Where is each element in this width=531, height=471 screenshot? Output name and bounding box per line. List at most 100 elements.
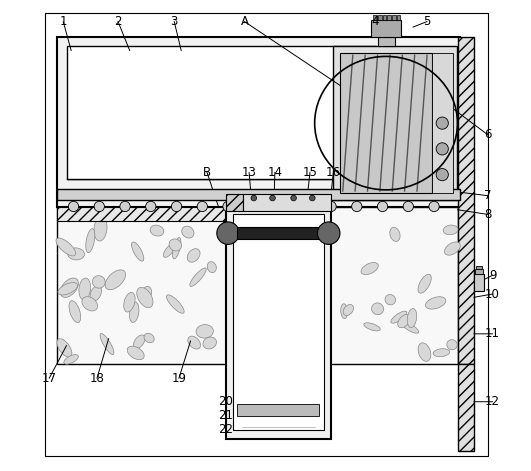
Text: 13: 13 [242, 166, 256, 179]
Circle shape [197, 201, 208, 211]
Text: 12: 12 [485, 395, 500, 408]
Bar [474, 274, 484, 291]
Text: 22: 22 [218, 423, 233, 436]
Ellipse shape [187, 249, 200, 262]
Ellipse shape [418, 274, 431, 293]
Text: 2: 2 [114, 15, 122, 28]
Circle shape [378, 201, 388, 211]
Ellipse shape [79, 278, 91, 300]
Text: 4: 4 [372, 15, 379, 28]
Ellipse shape [61, 278, 79, 297]
Bar [57, 37, 460, 207]
Ellipse shape [433, 349, 450, 357]
Text: 7: 7 [484, 189, 492, 202]
Circle shape [291, 195, 296, 201]
Text: 10: 10 [485, 287, 500, 300]
Ellipse shape [133, 335, 145, 349]
Bar [387, 15, 391, 20]
Ellipse shape [341, 304, 348, 318]
Ellipse shape [418, 343, 431, 361]
Bar [57, 207, 458, 364]
Circle shape [223, 201, 233, 211]
Bar [237, 404, 319, 416]
Ellipse shape [173, 237, 181, 259]
Ellipse shape [167, 295, 184, 313]
Circle shape [120, 201, 130, 211]
Circle shape [251, 195, 256, 201]
Ellipse shape [67, 248, 84, 260]
Text: 14: 14 [268, 166, 282, 179]
Ellipse shape [207, 262, 216, 273]
Text: 1: 1 [59, 15, 67, 28]
Bar [371, 20, 401, 37]
Ellipse shape [390, 227, 400, 242]
Ellipse shape [57, 339, 72, 357]
Ellipse shape [196, 325, 213, 338]
Circle shape [145, 201, 156, 211]
Text: 17: 17 [41, 372, 57, 385]
Bar [476, 266, 482, 269]
Text: 19: 19 [172, 372, 186, 385]
Circle shape [68, 201, 79, 211]
Text: 11: 11 [485, 327, 500, 341]
Ellipse shape [82, 297, 98, 311]
Bar [392, 15, 396, 20]
Circle shape [172, 201, 182, 211]
Circle shape [270, 195, 276, 201]
Ellipse shape [150, 225, 164, 236]
Bar [382, 15, 386, 20]
Ellipse shape [56, 238, 75, 256]
Text: 6: 6 [484, 128, 492, 141]
Bar [244, 195, 331, 211]
Ellipse shape [385, 294, 396, 305]
Text: 20: 20 [218, 395, 233, 408]
Ellipse shape [401, 322, 418, 333]
Bar [397, 15, 400, 20]
Ellipse shape [190, 268, 206, 286]
Circle shape [217, 222, 239, 244]
Ellipse shape [447, 340, 457, 350]
Circle shape [326, 201, 336, 211]
Circle shape [436, 117, 448, 129]
Bar [233, 214, 324, 430]
Bar [57, 207, 226, 220]
Circle shape [94, 201, 105, 211]
Bar [475, 269, 483, 274]
Ellipse shape [90, 286, 101, 301]
Ellipse shape [425, 297, 446, 309]
Text: 5: 5 [423, 15, 431, 28]
Text: 18: 18 [90, 372, 105, 385]
Circle shape [436, 143, 448, 155]
Ellipse shape [444, 242, 460, 255]
Bar [458, 364, 474, 451]
Bar [237, 227, 319, 239]
Bar [373, 15, 377, 20]
Ellipse shape [92, 276, 105, 288]
Text: 8: 8 [484, 208, 492, 221]
Bar [340, 53, 432, 194]
Ellipse shape [443, 225, 458, 235]
Ellipse shape [343, 305, 354, 316]
Bar [378, 37, 395, 46]
Text: 15: 15 [303, 166, 318, 179]
Ellipse shape [58, 283, 78, 295]
Circle shape [318, 222, 340, 244]
Ellipse shape [143, 286, 152, 298]
Text: A: A [241, 15, 249, 28]
Bar [57, 189, 460, 200]
Ellipse shape [169, 239, 182, 251]
Text: 3: 3 [170, 15, 178, 28]
Ellipse shape [372, 303, 383, 315]
Ellipse shape [86, 228, 95, 252]
Text: 16: 16 [326, 166, 341, 179]
Text: 21: 21 [218, 409, 233, 422]
Bar [432, 53, 453, 194]
Ellipse shape [364, 323, 380, 331]
Text: B: B [203, 166, 211, 179]
Circle shape [429, 201, 439, 211]
Circle shape [436, 169, 448, 181]
Ellipse shape [361, 262, 378, 275]
Ellipse shape [144, 333, 154, 343]
Ellipse shape [94, 216, 107, 241]
Bar [226, 195, 244, 211]
